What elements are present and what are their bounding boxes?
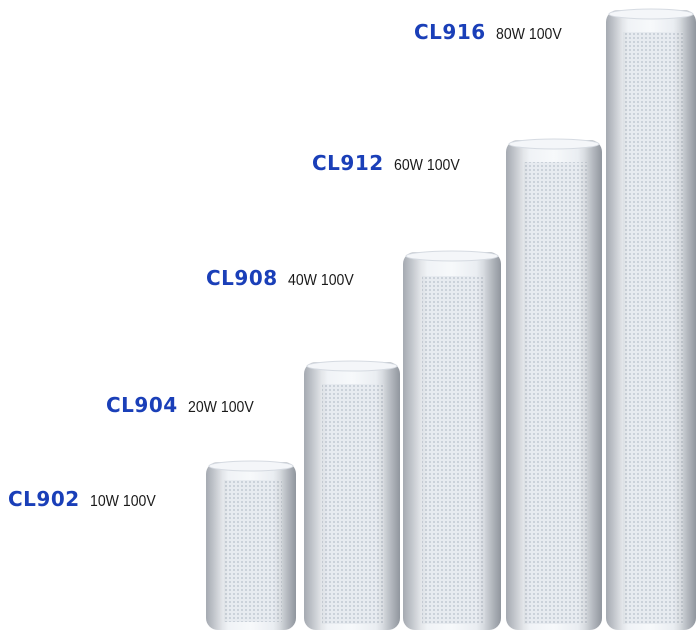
speaker-cl902 [206, 460, 296, 630]
model-spec: 80W 100V [495, 26, 562, 43]
model-spec: 20W 100V [187, 399, 254, 416]
speaker-cl908 [403, 250, 501, 630]
model-name: CL902 [8, 487, 80, 511]
model-name: CL904 [106, 393, 178, 417]
model-name: CL916 [414, 20, 486, 44]
model-spec: 10W 100V [89, 493, 156, 510]
model-name: CL912 [312, 151, 384, 175]
speaker-label-cl908: CL908 40W 100V [206, 268, 362, 289]
speaker-cl904 [304, 360, 400, 630]
model-spec: 60W 100V [393, 157, 460, 174]
model-spec: 40W 100V [287, 272, 354, 289]
speaker-cl912 [506, 138, 602, 630]
speaker-label-cl904: CL904 20W 100V [106, 395, 262, 416]
model-name: CL908 [206, 266, 278, 290]
speaker-label-cl912: CL912 60W 100V [312, 153, 468, 174]
speaker-label-cl916: CL916 80W 100V [414, 22, 570, 43]
speaker-label-cl902: CL902 10W 100V [8, 489, 164, 510]
speaker-cl916 [606, 8, 696, 630]
